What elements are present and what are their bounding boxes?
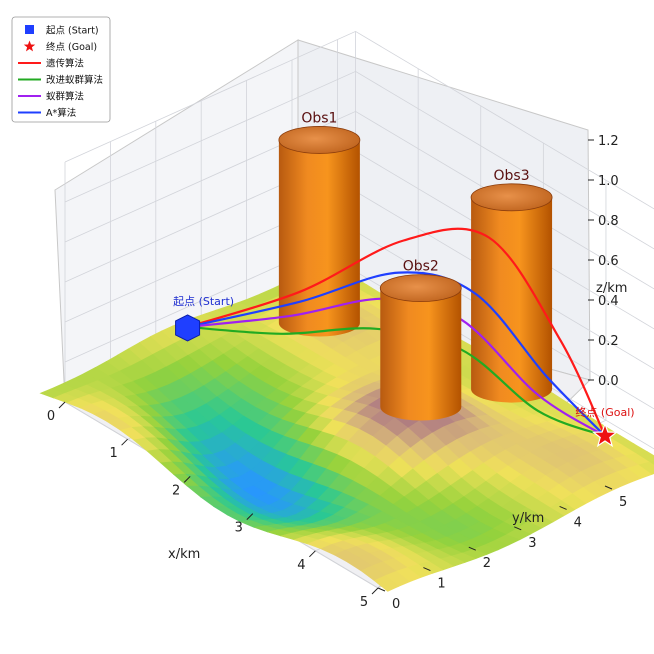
legend-swatch-square — [25, 25, 34, 34]
legend-label: 改进蚁群算法 — [46, 74, 103, 86]
z-tick-label: 1.2 — [598, 134, 619, 149]
cylinder-body — [471, 197, 553, 403]
y-tick-label: 2 — [483, 556, 491, 571]
x-tick-mark — [58, 401, 66, 409]
z-tick-label: 0.2 — [598, 334, 619, 349]
cylinder-body — [278, 139, 360, 337]
legend-label: 终点 (Goal) — [46, 41, 97, 53]
obstacle-label: Obs1 — [301, 110, 337, 126]
obstacles-back: Obs1 Obs3 — [278, 110, 553, 403]
y-tick-mark — [468, 546, 476, 551]
obstacles-front: Obs2 — [379, 259, 462, 421]
start-label: 起点 (Start) — [173, 295, 234, 308]
y-tick-mark — [604, 485, 613, 490]
obstacle-label: Obs2 — [403, 259, 439, 275]
y-tick-label: 3 — [528, 536, 536, 551]
y-axis-label: y/km — [512, 511, 544, 526]
legend-label: A*算法 — [46, 107, 76, 119]
cylinder-top — [278, 126, 361, 154]
start-goal-markers: 起点 (Start) 终点 (Goal) — [173, 295, 635, 448]
grid-line-z — [64, 110, 654, 290]
x-axis-label: x/km — [168, 547, 200, 562]
x-tick-mark — [371, 587, 379, 595]
legend-swatch-star — [23, 40, 36, 52]
z-tick-label: 1.0 — [598, 174, 619, 189]
legend-label: 起点 (Start) — [46, 26, 99, 37]
legend-label: 遗传算法 — [46, 58, 84, 70]
x-tick-label: 3 — [235, 521, 243, 536]
y-tick-mark — [377, 587, 386, 592]
x-tick-mark — [246, 513, 254, 520]
legend-label: 蚁群算法 — [46, 91, 84, 103]
y-tick-label: 0 — [392, 597, 400, 612]
y-tick-label: 4 — [574, 515, 582, 530]
x-tick-mark — [309, 550, 316, 558]
y-tick-label: 1 — [437, 577, 445, 592]
cylinder-top — [379, 274, 462, 303]
x-tick-mark — [183, 476, 191, 483]
y-tick-mark — [423, 567, 431, 572]
z-tick-label: 0.4 — [598, 294, 619, 309]
obstacle-obs1: Obs1 — [278, 110, 361, 337]
path-series-line — [186, 227, 607, 438]
obstacle-obs2: Obs2 — [379, 259, 462, 421]
x-tick-label: 2 — [172, 483, 180, 498]
z-tick-label: 0.6 — [598, 254, 619, 269]
goal-label: 终点 (Goal) — [575, 405, 634, 419]
z-tick-label: 0.0 — [598, 374, 619, 389]
x-tick-label: 5 — [360, 595, 368, 610]
obstacle-obs3: Obs3 — [470, 168, 553, 403]
y-tick-mark — [514, 526, 522, 531]
y-tick-mark — [559, 505, 567, 510]
obstacle-label: Obs3 — [494, 168, 530, 184]
z-axis-label: z/km — [596, 281, 627, 296]
goal-marker — [591, 422, 619, 448]
x-tick-label: 1 — [109, 446, 117, 461]
cylinder-top — [470, 183, 553, 212]
x-tick-mark — [121, 438, 128, 446]
surface-cell — [373, 575, 400, 592]
z-tick-label: 0.8 — [598, 214, 619, 229]
x-tick-label: 4 — [297, 558, 305, 573]
grid-line-z — [64, 30, 654, 210]
axis-ticks: 0 1 2 3 4 5 0 1 2 3 4 5 0.0 0.2 0.4 0.6 0.8 1.0 1.2 — [47, 134, 627, 612]
cylinder-body — [380, 288, 462, 421]
start-marker — [175, 314, 201, 342]
x-tick-label: 0 — [47, 409, 55, 424]
grid-line-z — [64, 70, 654, 250]
y-tick-label: 5 — [619, 495, 627, 510]
